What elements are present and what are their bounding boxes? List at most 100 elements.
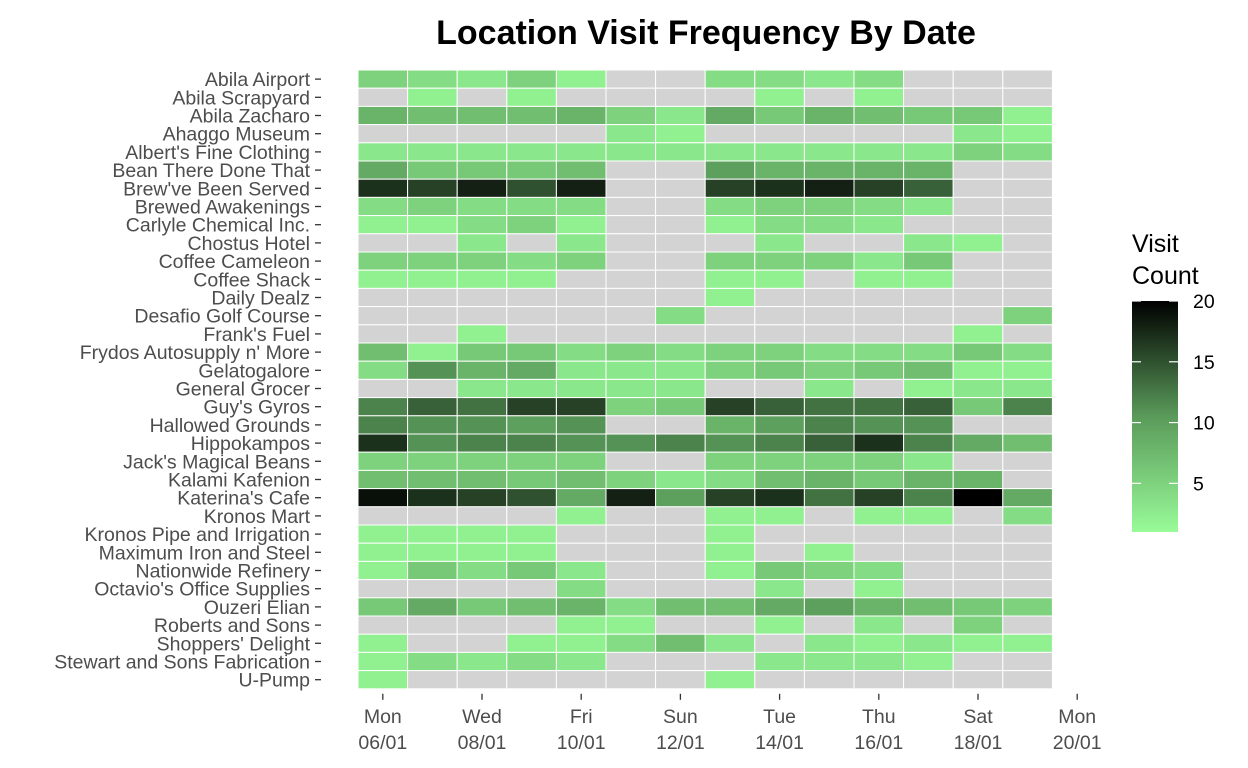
heatmap-cell — [903, 69, 954, 89]
y-tick-label: General Grocer — [176, 379, 311, 401]
heatmap-cell — [754, 324, 805, 344]
heatmap-cell — [704, 251, 756, 271]
heatmap-cell — [952, 69, 1004, 89]
heatmap-cell — [655, 651, 706, 672]
y-tick-label: Nationwide Refinery — [135, 561, 310, 583]
heatmap-cell — [754, 360, 805, 380]
heatmap-cell — [803, 615, 855, 635]
heatmap-cell — [357, 324, 409, 344]
heatmap-cell — [903, 142, 954, 162]
heatmap-cell — [754, 488, 805, 508]
heatmap-cell — [803, 651, 855, 672]
heatmap-cell — [555, 542, 607, 562]
heatmap-cell — [853, 251, 905, 271]
heatmap-cell — [1002, 324, 1053, 344]
heatmap-cell — [357, 469, 409, 490]
y-tick-label: Frank's Fuel — [203, 324, 310, 346]
heatmap-cell — [605, 542, 657, 562]
heatmap-cell — [357, 196, 409, 217]
heatmap-cell — [555, 579, 607, 599]
heatmap-cell — [853, 378, 905, 399]
heatmap-cell — [704, 178, 756, 198]
x-tick-label-day: Thu — [862, 706, 896, 728]
heatmap-cell — [952, 142, 1004, 162]
heatmap-cell — [506, 542, 557, 562]
legend-tick-label: 15 — [1193, 352, 1215, 374]
heatmap-cell — [555, 233, 607, 253]
heatmap-cell — [803, 597, 855, 617]
heatmap-cell — [506, 342, 557, 362]
heatmap-cell — [853, 69, 905, 89]
heatmap-cell — [704, 579, 756, 599]
heatmap-cell — [655, 178, 706, 198]
heatmap-cell — [952, 579, 1004, 599]
heatmap-cell — [555, 251, 607, 271]
heatmap-cell — [754, 287, 805, 308]
heatmap-cell — [853, 124, 905, 144]
heatmap-cell — [952, 670, 1004, 690]
heatmap-cell — [357, 342, 409, 362]
heatmap-cell — [506, 233, 557, 253]
heatmap-cell — [803, 579, 855, 599]
heatmap-cell — [704, 142, 756, 162]
legend-tick-label: 20 — [1193, 291, 1215, 313]
heatmap-cell — [853, 615, 905, 635]
heatmap-cell — [357, 579, 409, 599]
x-tick-label-day: Sat — [963, 706, 993, 728]
heatmap-cell — [655, 142, 706, 162]
heatmap-cell — [1002, 633, 1053, 653]
heatmap-cell — [357, 651, 409, 672]
heatmap-cell — [555, 469, 607, 490]
heatmap-cell — [704, 87, 756, 107]
heatmap-cell — [605, 415, 657, 435]
heatmap-cell — [456, 360, 508, 380]
heatmap-cell — [407, 360, 458, 380]
heatmap-cell — [803, 397, 855, 417]
heatmap-cell — [555, 378, 607, 399]
heatmap-cell — [803, 633, 855, 653]
heatmap-cell — [605, 488, 657, 508]
heatmap-cell — [357, 488, 409, 508]
heatmap-cell — [1002, 269, 1053, 289]
heatmap-cell — [704, 633, 756, 653]
heatmap-cell — [407, 233, 458, 253]
heatmap-cell — [605, 633, 657, 653]
x-tick-label-day: Sun — [663, 706, 698, 728]
heatmap-cell — [655, 597, 706, 617]
heatmap-cell — [555, 506, 607, 526]
heatmap-cell — [853, 342, 905, 362]
heatmap-cell — [754, 215, 805, 235]
heatmap-cell — [407, 415, 458, 435]
heatmap-cell — [655, 215, 706, 235]
heatmap-cell — [754, 397, 805, 417]
heatmap-cell — [704, 215, 756, 235]
heatmap-cell — [357, 542, 409, 562]
heatmap-cell — [407, 269, 458, 289]
heatmap-cell — [357, 378, 409, 399]
heatmap-cell — [853, 451, 905, 471]
heatmap-cell — [456, 597, 508, 617]
heatmap-cell — [357, 233, 409, 253]
heatmap-cell — [952, 160, 1004, 180]
y-tick-label: Bean There Done That — [112, 160, 310, 182]
heatmap-cell — [704, 342, 756, 362]
y-tick-label: Brew've Been Served — [123, 178, 310, 200]
heatmap-cell — [506, 87, 557, 107]
heatmap-cell — [1002, 69, 1053, 89]
heatmap-cell — [357, 433, 409, 453]
heatmap-cell — [903, 342, 954, 362]
heatmap-cell — [357, 160, 409, 180]
heatmap-cell — [555, 488, 607, 508]
heatmap-cell — [655, 524, 706, 544]
heatmap-cell — [952, 196, 1004, 217]
heatmap-cell — [903, 488, 954, 508]
y-tick-label: Gelatogalore — [198, 360, 310, 382]
heatmap-cell — [853, 360, 905, 380]
y-tick-label: Shoppers' Delight — [157, 633, 311, 655]
heatmap-cell — [506, 415, 557, 435]
heatmap-cell — [357, 142, 409, 162]
heatmap-cell — [754, 87, 805, 107]
heatmap-cell — [506, 69, 557, 89]
heatmap-cell — [903, 451, 954, 471]
heatmap-cell — [555, 560, 607, 581]
